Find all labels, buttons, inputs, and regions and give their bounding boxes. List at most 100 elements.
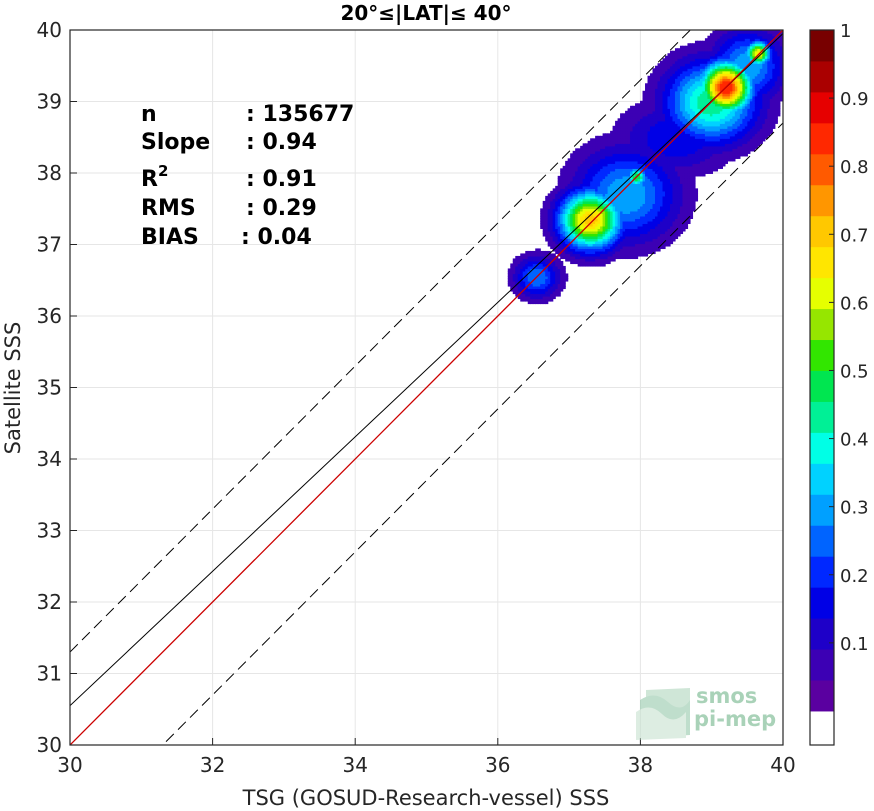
density-cell	[665, 195, 669, 199]
density-cell	[600, 143, 604, 147]
density-cell	[714, 125, 719, 129]
density-cell	[722, 30, 726, 32]
density-cell	[607, 255, 611, 260]
density-cell	[567, 178, 571, 182]
density-cell	[642, 233, 646, 237]
density-cell	[565, 248, 569, 252]
density-cell	[660, 213, 664, 217]
density-cell	[590, 210, 594, 214]
density-cell	[567, 225, 571, 230]
density-cell	[562, 203, 566, 207]
density-cell	[714, 153, 719, 157]
density-cell	[597, 203, 601, 207]
density-cell	[669, 103, 674, 107]
density-cell	[562, 273, 566, 277]
density-cell	[692, 60, 696, 64]
density-cell	[719, 108, 723, 112]
density-cell	[672, 105, 676, 109]
density-cell	[542, 260, 546, 265]
density-cell	[542, 298, 546, 302]
density-cell	[560, 183, 564, 187]
density-cell	[550, 283, 554, 287]
density-cell	[667, 95, 671, 99]
density-cell	[640, 240, 644, 245]
density-cell	[742, 65, 746, 69]
density-cell	[580, 253, 584, 257]
density-cell	[707, 65, 711, 69]
density-cell	[732, 45, 736, 49]
density-cell	[612, 153, 616, 157]
density-cell	[732, 125, 736, 129]
density-cell	[600, 193, 604, 197]
density-cell	[747, 148, 751, 152]
density-cell	[662, 168, 666, 172]
density-cell	[737, 143, 741, 147]
density-cell	[684, 45, 689, 49]
density-cell	[660, 148, 664, 152]
density-cell	[665, 225, 669, 230]
density-cell	[707, 78, 711, 82]
density-cell	[714, 108, 719, 112]
density-cell	[595, 155, 599, 159]
density-cell	[615, 128, 619, 132]
density-cell	[535, 285, 539, 290]
density-cell	[655, 208, 659, 212]
density-cell	[545, 290, 549, 295]
density-cell	[595, 250, 599, 255]
density-cell	[672, 215, 676, 219]
density-cell	[724, 55, 728, 59]
density-cell	[537, 275, 541, 280]
density-cell	[622, 210, 626, 214]
density-cell	[632, 158, 636, 162]
density-cell	[555, 200, 559, 204]
density-cell	[547, 208, 551, 212]
density-cell	[727, 53, 731, 57]
density-cell	[684, 170, 689, 174]
density-cell	[669, 228, 674, 232]
density-cell	[689, 198, 694, 202]
density-cell	[547, 240, 551, 245]
density-cell	[677, 48, 681, 52]
density-cell	[709, 65, 714, 69]
density-cell	[742, 148, 746, 152]
density-cell	[669, 75, 674, 79]
density-cell	[669, 230, 674, 235]
density-cell	[585, 155, 589, 159]
density-cell	[587, 225, 591, 230]
density-cell	[590, 163, 594, 167]
density-cell	[547, 288, 551, 292]
density-cell	[647, 215, 651, 219]
density-cell	[612, 255, 616, 260]
density-cell	[620, 255, 624, 260]
density-cell	[597, 228, 601, 232]
density-cell	[617, 238, 621, 242]
density-cell	[734, 30, 738, 34]
density-cell	[667, 145, 671, 149]
density-cell	[577, 263, 581, 267]
density-cell	[595, 245, 599, 250]
density-cell	[547, 233, 551, 237]
density-cell	[570, 198, 574, 202]
density-cell	[585, 198, 589, 202]
density-cell	[699, 53, 704, 57]
density-cell	[655, 145, 659, 149]
density-cell	[587, 140, 591, 144]
density-cell	[592, 205, 596, 209]
density-cell	[612, 173, 616, 177]
density-cell	[597, 178, 601, 182]
density-cell	[507, 268, 511, 272]
density-cell	[734, 48, 738, 52]
density-cell	[632, 253, 636, 257]
density-cell	[724, 75, 728, 79]
density-cell	[610, 170, 614, 174]
density-cell	[585, 223, 589, 227]
density-cell	[607, 160, 611, 164]
density-cell	[652, 190, 656, 194]
density-cell	[565, 230, 569, 235]
density-cell	[577, 190, 581, 194]
density-cell	[692, 178, 696, 182]
density-cell	[657, 90, 661, 94]
density-cell	[652, 200, 656, 204]
density-cell	[712, 145, 716, 149]
density-cell	[694, 153, 699, 157]
